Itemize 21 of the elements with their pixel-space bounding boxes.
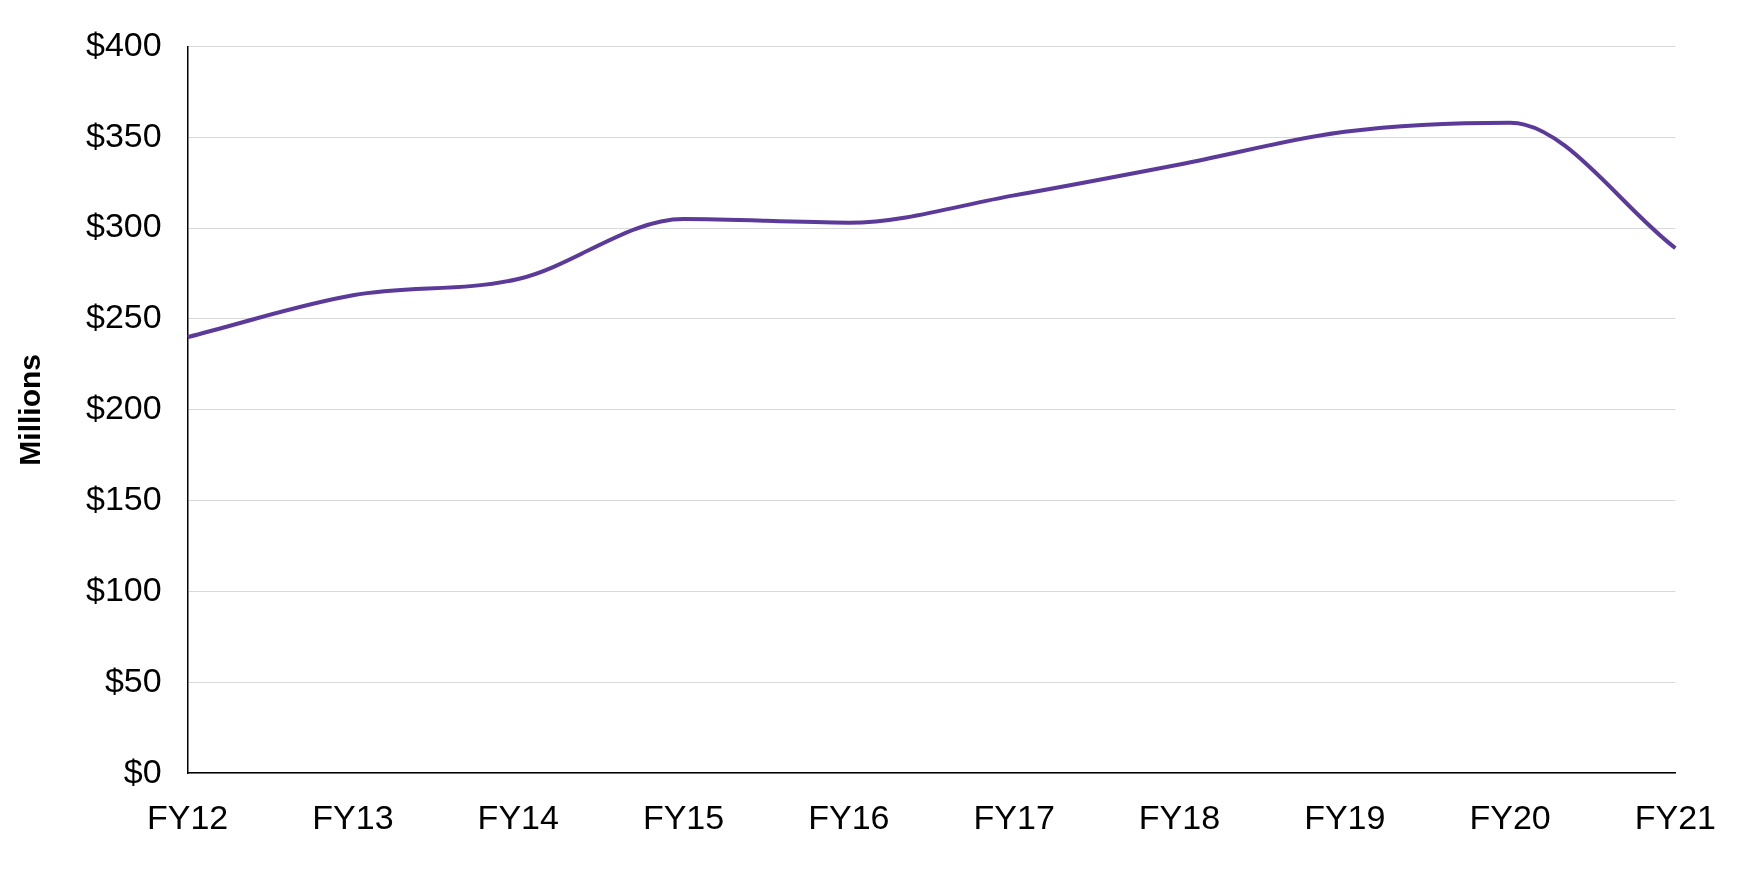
y-tick-label: $250 <box>86 297 162 336</box>
y-tick-label: $300 <box>86 206 162 245</box>
x-tick-label: FY15 <box>642 797 725 836</box>
y-tick-label: $0 <box>123 751 162 790</box>
line-series <box>185 120 1678 340</box>
y-tick-label: $50 <box>104 660 162 699</box>
x-tick-label: FY12 <box>147 797 229 836</box>
y-tick-label: $150 <box>86 479 162 518</box>
x-tick-label: FY16 <box>808 797 890 836</box>
x-tick-label: FY20 <box>1469 797 1551 836</box>
x-tick-label: FY21 <box>1634 797 1716 836</box>
x-tick-label: FY13 <box>312 797 394 836</box>
y-axis-title: Millions <box>13 353 47 466</box>
x-tick-label: FY14 <box>477 797 559 836</box>
x-tick-label: FY17 <box>973 797 1055 836</box>
x-tick-label: FY18 <box>1138 797 1221 836</box>
y-tick-label: $400 <box>86 24 162 63</box>
y-tick-label: $350 <box>86 115 162 154</box>
x-tick-label: FY19 <box>1304 797 1386 836</box>
y-tick-label: $200 <box>86 388 162 427</box>
y-tick-label: $100 <box>86 569 162 608</box>
